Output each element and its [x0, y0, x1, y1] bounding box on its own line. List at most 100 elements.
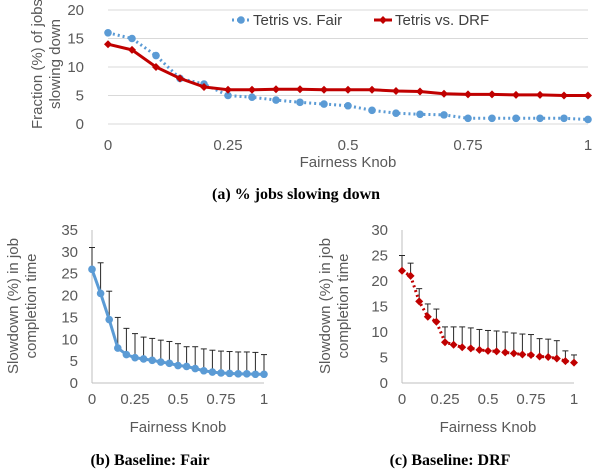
data-point [272, 85, 280, 94]
y-tick-label: 0 [76, 116, 84, 133]
data-point [423, 312, 432, 321]
chart-a-yticks: 0 5 10 15 20 [67, 2, 84, 133]
y-tick-label: 25 [61, 266, 78, 283]
data-point [464, 90, 472, 99]
data-point [88, 265, 96, 274]
data-point [344, 101, 352, 110]
chart-c-series [398, 230, 578, 384]
chart-a-ylabel-line2: slowing down [47, 19, 64, 109]
data-point [208, 368, 217, 376]
data-point [518, 350, 527, 359]
data-point [464, 114, 472, 123]
data-point [320, 85, 328, 94]
legend-marker [379, 16, 387, 24]
data-point [251, 370, 260, 379]
data-point [466, 344, 475, 353]
chart-b-caption: (b) Baseline: Fair [90, 452, 209, 469]
chart-b: Slowdown (%) in job completion time 0510… [5, 222, 268, 469]
data-point [272, 96, 280, 104]
y-tick-label: 15 [371, 299, 388, 316]
data-point [217, 369, 225, 377]
data-point [560, 114, 568, 123]
data-point [191, 364, 199, 373]
data-point [416, 110, 424, 119]
data-point [501, 348, 510, 357]
y-tick-label: 25 [371, 248, 388, 265]
data-point [152, 63, 160, 71]
chart-b-yticks: 0 5 10 15 20 25 30 35 [61, 222, 78, 392]
x-tick-label: 0.5 [168, 391, 189, 408]
data-point [234, 370, 242, 378]
data-point [131, 353, 139, 362]
y-tick-label: 20 [371, 273, 388, 290]
y-tick-label: 10 [371, 324, 388, 341]
data-point [296, 85, 304, 94]
chart-c-yticks: 0 5 10 15 20 25 30 [371, 222, 388, 392]
y-tick-label: 20 [67, 2, 84, 19]
data-point [512, 90, 520, 99]
data-point [488, 114, 496, 123]
data-point [449, 340, 458, 349]
data-point [139, 355, 148, 363]
data-point [584, 91, 592, 100]
data-point [398, 266, 406, 275]
y-tick-label: 10 [67, 59, 84, 76]
data-point [527, 350, 535, 359]
data-point [224, 85, 232, 94]
y-tick-label: 5 [380, 350, 388, 367]
chart-b-xlabel: Fairness Knob [130, 419, 227, 436]
y-tick-label: 30 [61, 244, 78, 261]
chart-c-ylabel-line1: Slowdown (%) in job [317, 238, 334, 374]
data-point [416, 87, 424, 96]
y-tick-label: 5 [76, 88, 84, 105]
data-point [440, 89, 448, 98]
chart-a: Fraction (%) of jobs slowing down 051015… [29, 0, 592, 203]
chart-b-ylabel-line2: completion time [23, 253, 40, 358]
data-point [122, 350, 131, 359]
data-point [157, 358, 165, 366]
chart-c-xlabel: Fairness Knob [440, 419, 537, 436]
x-tick-label: 0.5 [478, 391, 499, 408]
data-point [570, 358, 578, 367]
x-tick-label: 0.5 [338, 137, 359, 154]
data-point [224, 91, 232, 100]
data-point [492, 347, 501, 356]
x-tick-label: 0.25 [120, 391, 149, 408]
data-point [535, 352, 544, 361]
data-point [104, 40, 112, 49]
data-point [475, 345, 484, 354]
x-tick-label: 0.75 [206, 391, 235, 408]
data-point [182, 362, 191, 371]
data-point [441, 338, 449, 347]
chart-a-legend: Tetris vs. Fair Tetris vs. DRF [232, 12, 489, 29]
data-point [509, 349, 518, 358]
data-point [200, 366, 208, 375]
data-point [260, 370, 268, 379]
chart-c-ylabel-line2: completion time [335, 253, 352, 358]
legend-label: Tetris vs. Fair [253, 12, 342, 29]
x-tick-label: 1 [570, 391, 578, 408]
data-point [536, 90, 544, 99]
chart-a-xticks: 0 0.25 0.5 0.75 1 [104, 137, 592, 154]
data-point [488, 90, 496, 99]
data-point [225, 369, 234, 378]
data-point [174, 361, 182, 370]
data-point [368, 85, 376, 94]
y-tick-label: 10 [61, 331, 78, 348]
data-point [148, 356, 156, 365]
data-point [560, 91, 568, 100]
y-tick-label: 5 [70, 353, 78, 370]
data-point [96, 289, 105, 298]
data-point [344, 85, 352, 94]
data-point [415, 297, 424, 306]
data-point [165, 359, 174, 368]
data-point [368, 106, 376, 115]
chart-a-caption: (a) % jobs slowing down [212, 186, 380, 203]
data-point [243, 370, 251, 378]
data-point [440, 111, 448, 119]
chart-b-ylabel-line1: Slowdown (%) in job [5, 238, 22, 374]
y-tick-label: 35 [61, 222, 78, 239]
y-tick-label: 15 [61, 309, 78, 326]
data-point [152, 51, 160, 60]
